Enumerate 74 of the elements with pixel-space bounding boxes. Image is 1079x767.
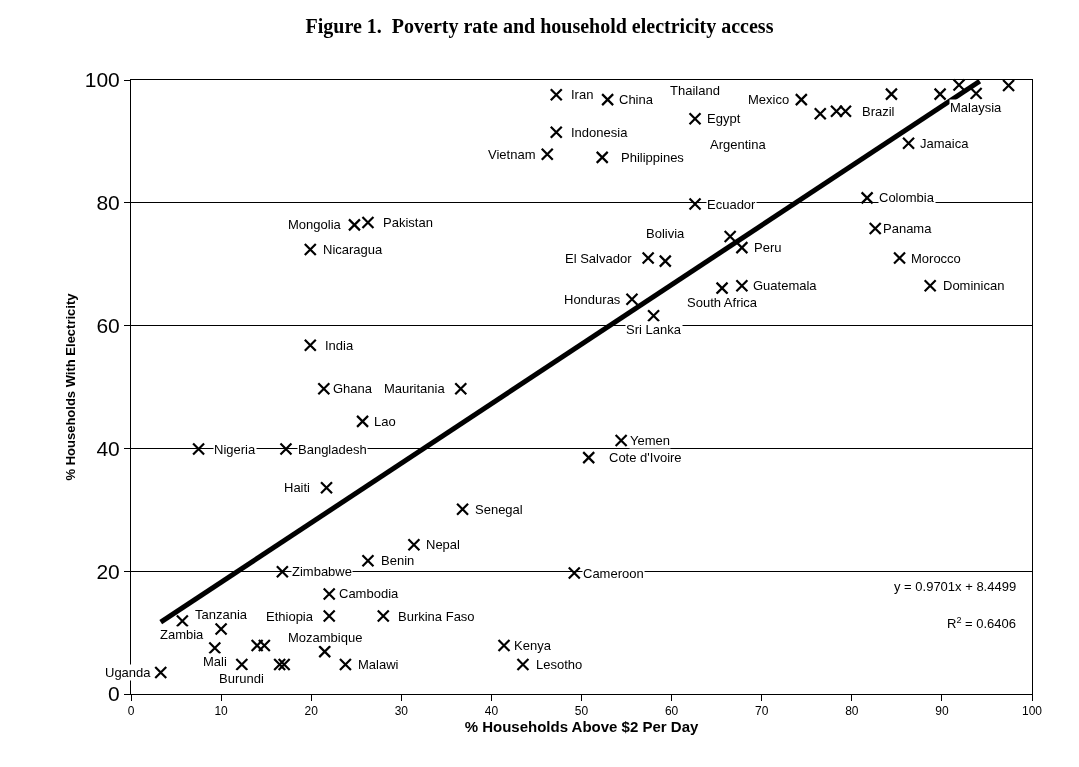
annotation: Uganda [105,665,152,680]
annotation: Argentina [710,137,767,152]
x-tick-label: 50 [574,704,589,719]
annotation: Guatemala [753,278,818,293]
y-tick-label: 20 [96,559,120,583]
chart-title: Figure 1. Poverty rate and household electricity access [305,15,774,39]
y-tick-label: 100 [84,68,120,92]
annotation: Zambia [160,627,205,642]
annotation: Mauritania [384,381,446,396]
annotation: Ethiopia [266,609,314,624]
y-tick-label: 40 [96,436,120,460]
annotation: Iran [571,87,594,102]
y-tick-label: 60 [96,313,120,337]
annotation: Brazil [862,104,895,119]
annotation: Benin [381,553,415,568]
annotation: China [619,92,654,107]
x-tick-label: 100 [1021,704,1043,719]
annotation: Jamaica [920,136,970,151]
annotation: Vietnam [488,147,536,162]
annotation: Haiti [284,480,311,495]
annotation: Bangladesh [298,442,367,457]
y-axis-title: % Households With Electricity [62,292,78,481]
annotation: Lao [374,414,396,429]
annotation: Morocco [911,251,961,266]
annotation: Cote d'Ivoire [609,450,682,465]
x-tick-label: 30 [394,704,409,719]
annotation: y = 0.9701x + 8.4499 [894,579,1017,594]
annotation: Philippines [621,150,685,165]
annotation: Senegal [475,502,523,517]
x-tick-label: 70 [755,704,769,719]
annotation: Cameroon [583,566,644,581]
annotation: Ecuador [707,197,757,212]
annotation: Mozambique [288,630,363,645]
annotation: Peru [754,240,782,255]
x-tick-label: 80 [845,704,859,719]
annotation: Indonesia [571,125,629,140]
annotation: Dominican [943,278,1005,293]
annotation: Cambodia [339,586,400,601]
x-tick-label: 60 [664,704,679,719]
annotation: Honduras [564,292,621,307]
x-tick-label: 10 [214,704,229,719]
annotation: Mexico [748,92,790,107]
annotation: Yemen [630,433,670,448]
annotation: Nicaragua [323,242,384,257]
annotation: Mongolia [288,217,342,232]
annotation: Ghana [333,381,373,396]
x-tick-label: 20 [304,704,319,719]
x-axis-title: % Households Above $2 Per Day [464,718,699,736]
annotation: Tanzania [195,607,248,622]
annotation: Lesotho [536,657,583,672]
annotation: Nigeria [214,442,256,457]
annotation: Pakistan [383,215,433,230]
annotation: Egypt [707,111,741,126]
x-tick-label: 0 [127,704,135,719]
x-tick-label: 90 [935,704,949,719]
annotation: Colombia [879,190,935,205]
y-tick-label: 80 [96,191,120,215]
annotation: Panama [883,221,933,236]
annotation: Malaysia [950,100,1003,115]
annotation: Burundi [219,671,264,686]
annotation: Malawi [358,657,399,672]
annotation: Bolivia [646,226,686,241]
annotation: India [325,338,354,353]
annotation: Kenya [514,638,552,653]
x-tick-label: 40 [484,704,499,719]
annotation: Zimbabwe [292,564,352,579]
annotation: Sri Lanka [626,322,682,337]
annotation: Burkina Faso [398,609,475,624]
annotation: El Salvador [565,251,633,266]
annotation: R$^{2}$ = 0.6406 [947,615,1017,632]
annotation: Thailand [670,83,720,98]
annotation: Mali [203,654,227,669]
annotation: South Africa [687,295,758,310]
annotation: Nepal [426,537,461,552]
